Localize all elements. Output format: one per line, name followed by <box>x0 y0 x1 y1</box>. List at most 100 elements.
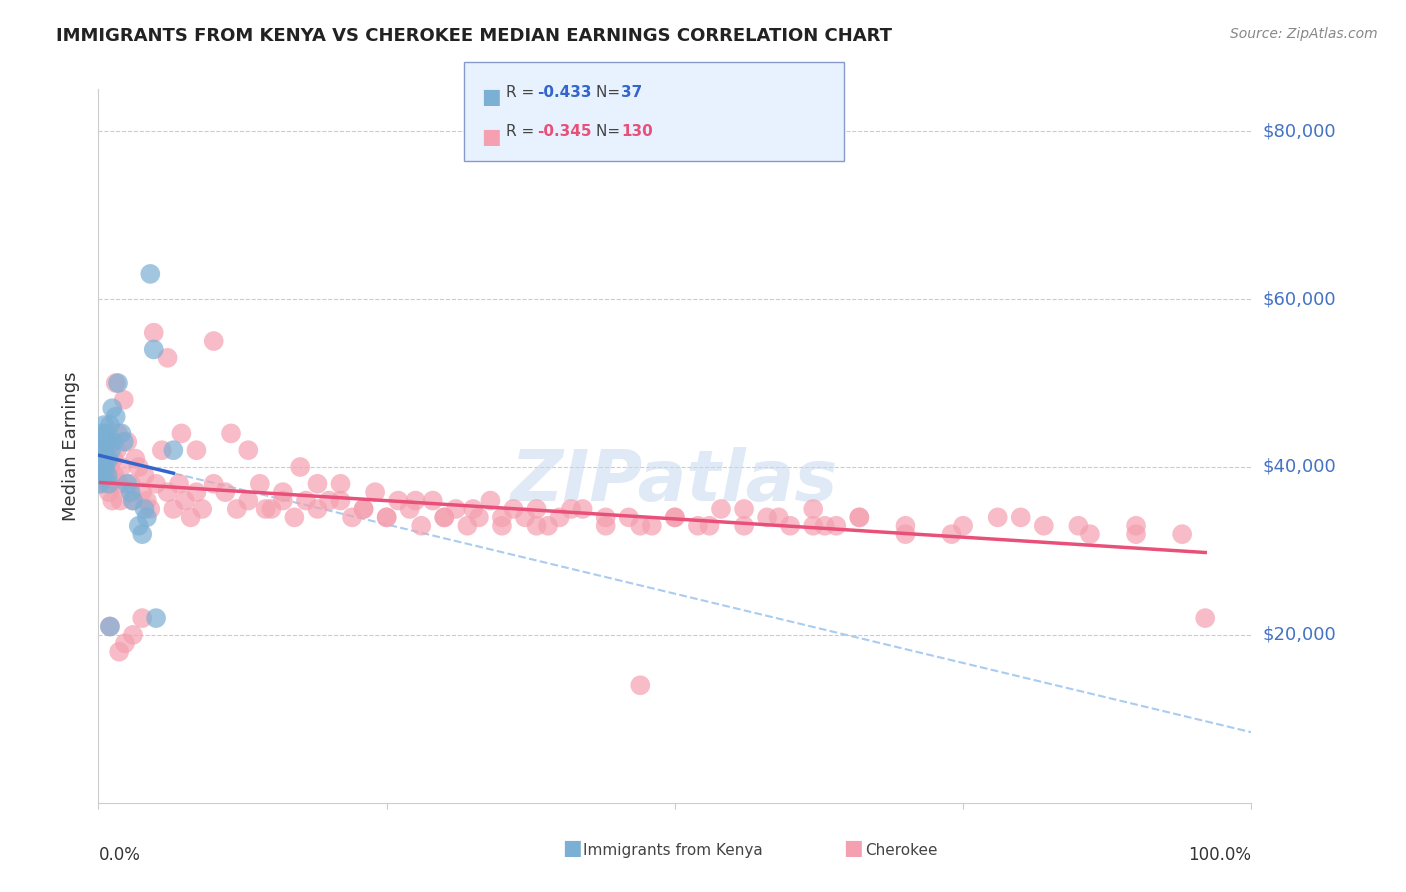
Point <box>97 468 120 483</box>
Point <box>664 510 686 524</box>
Point <box>398 502 420 516</box>
Point <box>537 518 560 533</box>
Point <box>104 409 127 424</box>
Point <box>97 451 120 466</box>
Point <box>117 434 139 449</box>
Point <box>91 451 114 466</box>
Point <box>167 476 190 491</box>
Text: IMMIGRANTS FROM KENYA VS CHEROKEE MEDIAN EARNINGS CORRELATION CHART: IMMIGRANTS FROM KENYA VS CHEROKEE MEDIAN… <box>56 27 893 45</box>
Point <box>122 493 145 508</box>
Point <box>422 493 444 508</box>
Point <box>801 518 824 533</box>
Point <box>93 443 115 458</box>
Point <box>686 518 709 533</box>
Point <box>699 518 721 533</box>
Point <box>225 502 247 516</box>
Point <box>174 493 197 508</box>
Text: $80,000: $80,000 <box>1263 122 1337 140</box>
Point <box>329 493 352 508</box>
Point <box>91 476 114 491</box>
Point <box>131 527 153 541</box>
Point <box>987 510 1010 524</box>
Point <box>595 510 617 524</box>
Point <box>97 434 120 449</box>
Point <box>94 434 117 449</box>
Point <box>952 518 974 533</box>
Point <box>825 518 848 533</box>
Point <box>122 628 145 642</box>
Point <box>307 502 329 516</box>
Point <box>112 392 135 407</box>
Point <box>103 468 125 483</box>
Point <box>135 493 157 508</box>
Text: ■: ■ <box>481 87 501 107</box>
Text: ■: ■ <box>562 838 582 858</box>
Point <box>191 502 214 516</box>
Point <box>90 460 112 475</box>
Text: R =: R = <box>506 85 540 100</box>
Point <box>513 510 536 524</box>
Point <box>98 619 121 633</box>
Point <box>97 476 120 491</box>
Point <box>779 518 801 533</box>
Point <box>290 460 312 475</box>
Point <box>98 460 121 475</box>
Text: $60,000: $60,000 <box>1263 290 1337 308</box>
Point <box>433 510 456 524</box>
Point <box>479 493 502 508</box>
Point <box>103 434 125 449</box>
Point <box>1125 518 1147 533</box>
Point <box>491 510 513 524</box>
Point <box>1010 510 1032 524</box>
Point <box>456 518 478 533</box>
Point <box>271 493 294 508</box>
Text: Immigrants from Kenya: Immigrants from Kenya <box>583 843 763 858</box>
Point <box>90 426 112 441</box>
Point <box>91 434 114 449</box>
Point <box>156 351 179 365</box>
Point <box>768 510 790 524</box>
Point <box>96 451 118 466</box>
Point <box>260 502 283 516</box>
Point <box>104 376 127 390</box>
Point <box>110 493 132 508</box>
Point <box>375 510 398 524</box>
Point <box>94 460 117 475</box>
Point <box>375 510 398 524</box>
Point <box>145 476 167 491</box>
Point <box>295 493 318 508</box>
Point <box>107 426 129 441</box>
Point <box>89 476 111 491</box>
Point <box>135 510 157 524</box>
Point <box>186 485 208 500</box>
Point <box>97 434 120 449</box>
Point <box>664 510 686 524</box>
Point <box>107 376 129 390</box>
Point <box>94 468 117 483</box>
Point <box>90 443 112 458</box>
Point <box>124 451 146 466</box>
Point <box>219 426 242 441</box>
Text: ■: ■ <box>844 838 863 858</box>
Point <box>444 502 467 516</box>
Point <box>105 443 128 458</box>
Point <box>139 502 162 516</box>
Point <box>628 678 651 692</box>
Point <box>1078 527 1101 541</box>
Point <box>134 468 156 483</box>
Point <box>128 518 150 533</box>
Point <box>526 518 548 533</box>
Point <box>283 510 305 524</box>
Point <box>156 485 179 500</box>
Point <box>96 426 118 441</box>
Point <box>103 451 125 466</box>
Text: N=: N= <box>596 124 626 139</box>
Point <box>468 510 491 524</box>
Point <box>139 267 162 281</box>
Point <box>548 510 571 524</box>
Point <box>162 443 184 458</box>
Point <box>254 502 277 516</box>
Text: N=: N= <box>596 85 626 100</box>
Point <box>93 443 115 458</box>
Point <box>1067 518 1090 533</box>
